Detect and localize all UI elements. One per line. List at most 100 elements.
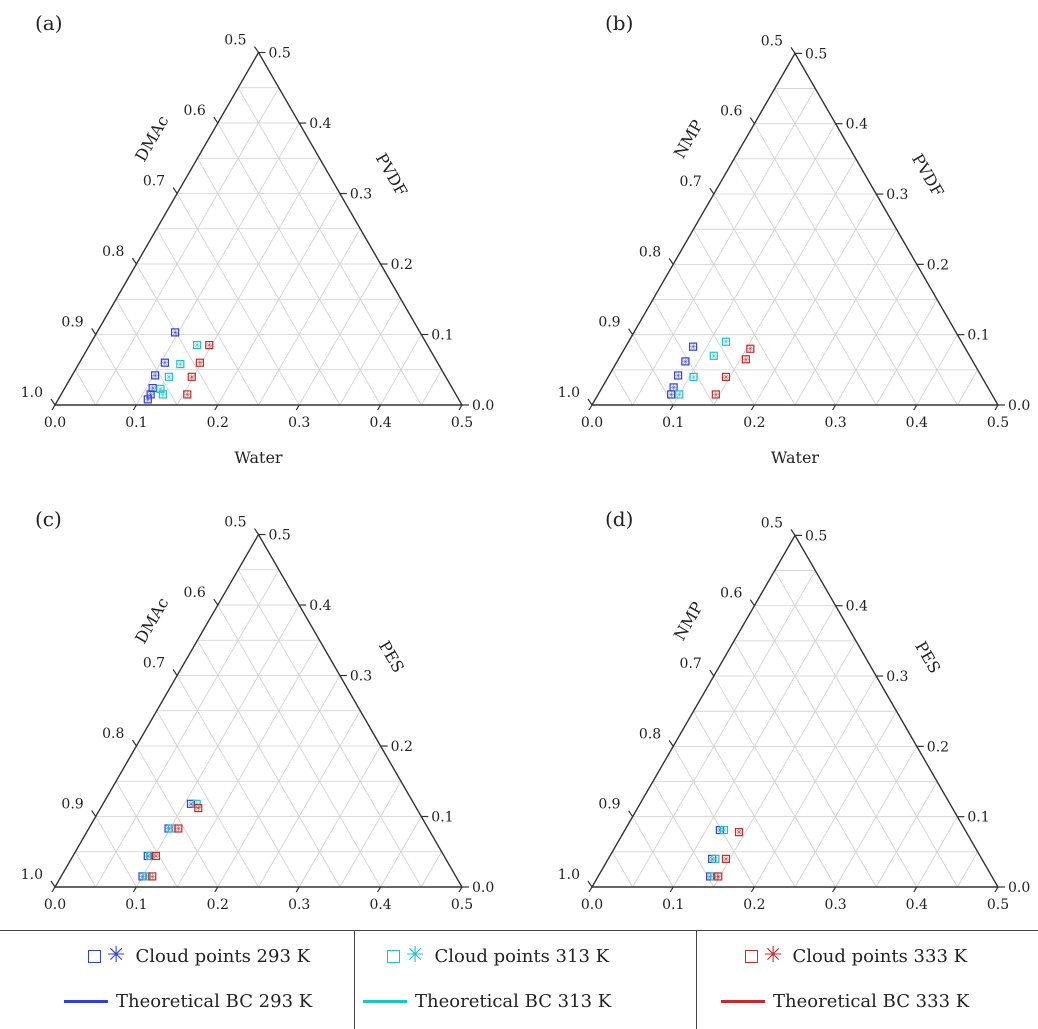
bottom-axis-title: Water (771, 448, 819, 467)
grid-line (237, 569, 422, 888)
cloud-point-star: ✳ (197, 359, 204, 368)
tick-mark (295, 404, 300, 411)
cloud-point-square (146, 851, 155, 861)
tick-mark (458, 404, 463, 411)
left-tick-label: 0.9 (598, 315, 620, 331)
cloud-point-square (192, 799, 201, 808)
bottom-tick-label: 0.4 (369, 415, 391, 431)
cloud-point-square (156, 384, 165, 393)
panel-label: (c) (35, 507, 62, 531)
bottom-tick-label: 0.5 (987, 415, 1009, 431)
cloud-point-square (711, 854, 720, 863)
bottom-tick-label: 0.5 (451, 415, 473, 431)
left-axis-title: NMP (670, 116, 707, 161)
bottom-axis-title: Water (234, 448, 282, 467)
bottom-tick-label: 0.4 (906, 415, 928, 431)
grid-line (693, 228, 796, 406)
cloud-point-star: ✳ (194, 341, 201, 350)
grid-line (95, 334, 137, 406)
cloud-point-star: ✳ (195, 804, 202, 813)
left-tick-label: 0.8 (102, 244, 124, 260)
left-tick-label: 0.7 (680, 656, 702, 672)
cloud-point-square (681, 357, 690, 366)
cloud-point-square (709, 351, 718, 360)
cloud-point-square (746, 344, 755, 353)
grid-line (733, 158, 877, 406)
right-tick-label: 0.1 (967, 810, 989, 826)
bottom-tick-label: 0.5 (451, 897, 473, 913)
cloud-point-square (194, 803, 203, 813)
left-tick-label: 0.7 (680, 174, 702, 190)
cloud-point-star: ✳ (712, 855, 719, 864)
legend-col-333: ✳ Cloud points 333 K Theoretical BC 333 … (697, 931, 1038, 1029)
grid-line (957, 851, 979, 888)
right-tick-label: 0.2 (927, 739, 949, 755)
tick-mark (749, 117, 755, 125)
cloud-point-star: ✳ (172, 328, 179, 337)
tick-mark (913, 886, 918, 893)
tick-mark (51, 404, 56, 411)
right-tick-label: 0.3 (886, 187, 908, 203)
bottom-tick-label: 0.0 (581, 897, 603, 913)
legend-cloud-313: ✳ Cloud points 313 K (387, 941, 609, 971)
cloud-point-star: ✳ (736, 828, 743, 837)
cloud-point-square (143, 395, 152, 404)
bottom-tick-label: 0.2 (207, 897, 229, 913)
panel-label: (b) (605, 11, 633, 35)
left-tick-label: 0.5 (224, 33, 246, 49)
tick-mark (587, 880, 593, 888)
bottom-tick-label: 0.1 (662, 897, 684, 913)
bottom-tick-label: 0.4 (906, 897, 928, 913)
grid-line (611, 851, 633, 888)
cloud-point-star: ✳ (162, 359, 169, 368)
tick-mark (91, 810, 97, 817)
tick-mark (669, 886, 674, 893)
bottom-tick-label: 0.1 (125, 415, 147, 431)
grid-line (258, 710, 361, 888)
tick-mark (668, 740, 674, 747)
right-tick-label: 0.4 (309, 598, 331, 614)
tick-mark (132, 886, 137, 893)
square-marker-icon (745, 949, 758, 963)
tick-mark (131, 257, 137, 265)
bottom-tick-label: 0.3 (288, 897, 310, 913)
grid-line (875, 299, 938, 406)
cloud-point-star: ✳ (149, 872, 156, 881)
grid-line (136, 745, 219, 888)
cloud-point-square (151, 851, 161, 861)
cloud-point-square (741, 355, 750, 364)
tick-mark (790, 47, 796, 54)
left-tick-label: 0.7 (143, 174, 165, 190)
grid-line (713, 193, 836, 406)
grid-line (420, 369, 442, 406)
panel-label: (d) (605, 507, 633, 531)
cloud-point-square (675, 390, 684, 399)
legend-cloud-293: ✳ Cloud points 293 K (88, 941, 310, 971)
cloud-point-star: ✳ (206, 341, 213, 350)
grid-line (217, 604, 381, 888)
tick-mark (709, 669, 715, 677)
right-tick-label: 0.5 (269, 528, 291, 544)
cloud-point-square (183, 390, 192, 399)
tick-mark (377, 404, 382, 411)
bottom-tick-label: 0.2 (207, 415, 229, 431)
ternary-frame (53, 51, 464, 406)
legend-col-293: ✳ Cloud points 293 K Theoretical BC 293 … (0, 931, 345, 1029)
grid-line (197, 158, 341, 406)
cloud-point-star: ✳ (147, 852, 154, 861)
grid-line (713, 158, 857, 406)
right-tick-label: 0.5 (805, 528, 827, 544)
right-tick-label: 0.2 (927, 257, 949, 273)
grid-line (217, 122, 381, 406)
tick-mark (51, 886, 56, 893)
right-axis-title: PVDF (908, 150, 948, 200)
grid-line (713, 675, 836, 888)
legend-theory-293-label: Theoretical BC 293 K (116, 990, 313, 1012)
grid-line (75, 369, 97, 406)
cloud-point-star: ✳ (144, 852, 151, 861)
grid-line (339, 781, 402, 888)
cloud-point-star: ✳ (188, 373, 195, 382)
cloud-point-star: ✳ (147, 390, 154, 399)
left-tick-label: 0.6 (720, 586, 742, 602)
cloud-point-square (142, 872, 151, 881)
